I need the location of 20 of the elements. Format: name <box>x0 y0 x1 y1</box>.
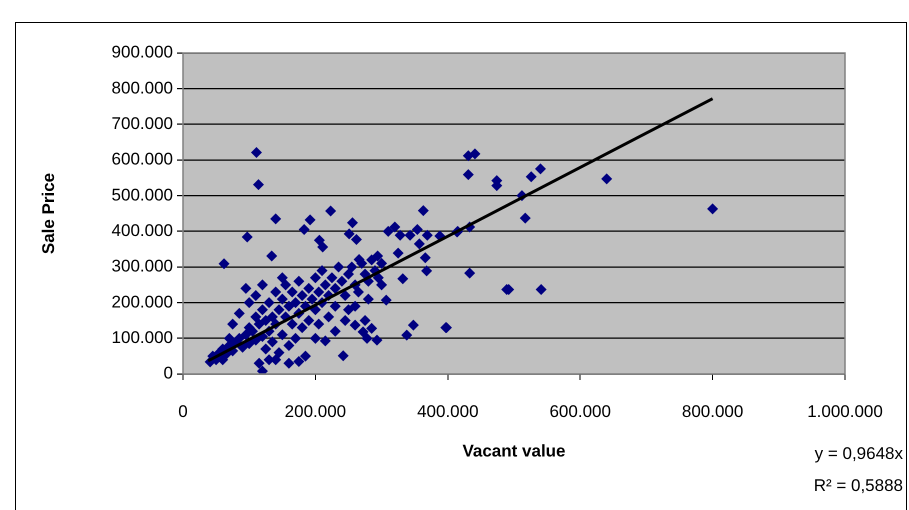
x-tick-label: 1.000.000 <box>807 402 883 421</box>
y-tick-label: 400.000 <box>112 221 173 240</box>
y-tick-label: 100.000 <box>112 328 173 348</box>
y-tick-label: 800.000 <box>112 78 173 98</box>
y-tick-label: 200.000 <box>112 292 173 312</box>
x-tick-label: 800.000 <box>682 402 744 421</box>
y-tick-label: 700.000 <box>112 114 173 134</box>
x-tick-label: 400.000 <box>417 402 479 421</box>
y-tick-label: 500.000 <box>112 185 173 204</box>
y-tick-label: 300.000 <box>112 256 173 276</box>
x-tick-label: 0 <box>178 402 188 421</box>
text: R² = 0,5888 <box>814 476 903 496</box>
text: y = 0,9648x <box>814 444 903 464</box>
y-tick-label: 600.000 <box>112 150 173 169</box>
x-tick-label: 200.000 <box>284 402 346 421</box>
y-axis-title: Sale Price <box>38 172 58 254</box>
x-axis-title: Vacant value <box>462 441 566 460</box>
x-tick-label: 600.000 <box>549 402 611 421</box>
y-tick-label: 900.000 <box>112 42 173 62</box>
y-tick-label: 0 <box>164 364 173 383</box>
